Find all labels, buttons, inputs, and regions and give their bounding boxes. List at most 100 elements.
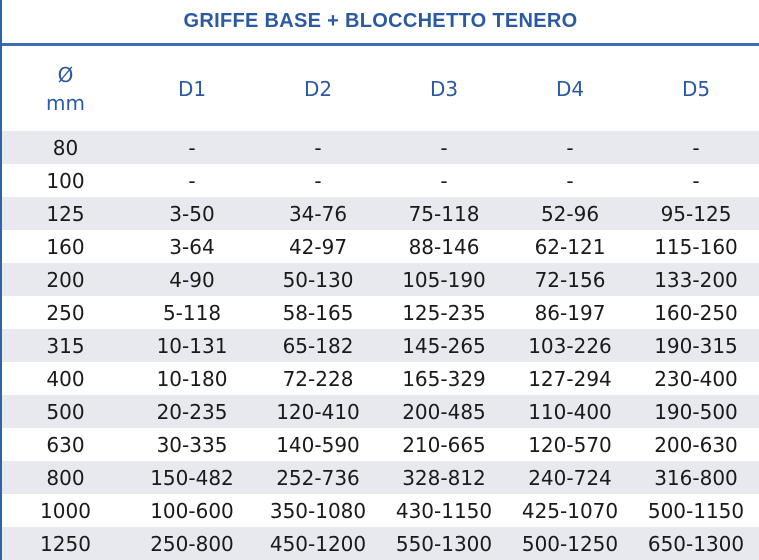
range-cell-d4: 72-156 <box>534 267 606 292</box>
range-cell-d4: 127-294 <box>528 366 612 391</box>
range-cell-d2: 58-165 <box>282 300 354 325</box>
range-cell-d4: - <box>566 168 574 193</box>
range-cell-d2: 120-410 <box>276 399 360 424</box>
header-row: Ø mm D1 D2 D3 D4 D5 <box>2 46 759 131</box>
header-d1: D1 <box>177 76 207 101</box>
range-cell-d3: 145-265 <box>402 333 486 358</box>
range-cell-d2: 34-76 <box>288 201 348 226</box>
range-cell-d4: 425-1070 <box>521 498 619 523</box>
diameter-cell: 80 <box>52 135 79 160</box>
diameter-cell: 630 <box>46 432 85 457</box>
header-diameter: Ø mm <box>2 46 129 131</box>
header-d5: D5 <box>681 76 711 101</box>
range-cell-d4: 103-226 <box>528 333 612 358</box>
range-cell-d4: 62-121 <box>534 234 606 259</box>
table-row: 315 10-131 65-182 145-265 103-226 190-315 <box>2 329 759 362</box>
range-cell-d5: 95-125 <box>660 201 732 226</box>
diameter-cell: 160 <box>46 234 85 259</box>
range-cell-d1: 250-800 <box>150 531 234 556</box>
range-cell-d5: - <box>692 168 700 193</box>
diameter-cell: 1250 <box>40 531 91 556</box>
table-row: 500 20-235 120-410 200-485 110-400 190-500 <box>2 395 759 428</box>
table-row: 1250 250-800 450-1200 550-1300 500-1250 650-1… <box>2 527 759 560</box>
table-row: 200 4-90 50-130 105-190 72-156 133-200 <box>2 263 759 296</box>
range-cell-d5: 160-250 <box>654 300 738 325</box>
range-cell-d4: 86-197 <box>534 300 606 325</box>
range-cell-d2: 350-1080 <box>269 498 367 523</box>
range-cell-d4: 110-400 <box>528 399 612 424</box>
range-cell-d5: - <box>692 135 700 160</box>
range-cell-d5: 200-630 <box>654 432 738 457</box>
diameter-cell: 800 <box>46 465 85 490</box>
range-cell-d2: 42-97 <box>288 234 348 259</box>
range-cell-d3: 88-146 <box>408 234 480 259</box>
range-cell-d2: 65-182 <box>282 333 354 358</box>
range-cell-d5: 316-800 <box>654 465 738 490</box>
diameter-cell: 500 <box>46 399 85 424</box>
range-cell-d4: 240-724 <box>528 465 612 490</box>
range-cell-d3: 200-485 <box>402 399 486 424</box>
range-cell-d1: 10-180 <box>156 366 228 391</box>
diameter-cell: 200 <box>46 267 85 292</box>
range-cell-d5: 133-200 <box>654 267 738 292</box>
header-d4: D4 <box>555 76 585 101</box>
range-cell-d1: 4-90 <box>169 267 215 292</box>
table-row: 250 5-118 58-165 125-235 86-197 160-250 <box>2 296 759 329</box>
range-cell-d3: 105-190 <box>402 267 486 292</box>
range-cell-d2: - <box>314 168 322 193</box>
range-cell-d2: 72-228 <box>282 366 354 391</box>
range-cell-d3: - <box>440 135 448 160</box>
diameter-cell: 100 <box>46 168 85 193</box>
range-cell-d3: 328-812 <box>402 465 486 490</box>
range-cell-d4: 500-1250 <box>521 531 619 556</box>
range-cell-d2: 450-1200 <box>269 531 367 556</box>
table-row: 800 150-482 252-736 328-812 240-724 316-800 <box>2 461 759 494</box>
range-cell-d3: 125-235 <box>402 300 486 325</box>
table-row: 125 3-50 34-76 75-118 52-96 95-125 <box>2 197 759 230</box>
range-cell-d5: 650-1300 <box>647 531 745 556</box>
diameter-cell: 250 <box>46 300 85 325</box>
diameter-symbol: Ø <box>57 62 74 87</box>
range-cell-d1: 10-131 <box>156 333 228 358</box>
range-cell-d5: 500-1150 <box>647 498 745 523</box>
range-cell-d3: 550-1300 <box>395 531 493 556</box>
header-d3: D3 <box>429 76 459 101</box>
range-cell-d4: 52-96 <box>540 201 600 226</box>
range-cell-d4: 120-570 <box>528 432 612 457</box>
range-cell-d3: 75-118 <box>408 201 480 226</box>
range-cell-d2: 252-736 <box>276 465 360 490</box>
table-row: 160 3-64 42-97 88-146 62-121 115-160 <box>2 230 759 263</box>
range-cell-d5: 230-400 <box>654 366 738 391</box>
range-cell-d1: 20-235 <box>156 399 228 424</box>
diameter-cell: 315 <box>46 333 85 358</box>
diameter-cell: 400 <box>46 366 85 391</box>
range-cell-d1: 100-600 <box>150 498 234 523</box>
table-row: 80 - - - - - <box>2 131 759 164</box>
range-cell-d1: 30-335 <box>156 432 228 457</box>
range-cell-d5: 190-500 <box>654 399 738 424</box>
header-d2: D2 <box>303 76 333 101</box>
range-cell-d2: 50-130 <box>282 267 354 292</box>
range-cell-d5: 115-160 <box>654 234 738 259</box>
range-cell-d2: 140-590 <box>276 432 360 457</box>
table-row: 400 10-180 72-228 165-329 127-294 230-400 <box>2 362 759 395</box>
table-body: 80 - - - - - 100 - - - - - 125 3-50 34-76 75-118 52-96 95… <box>2 131 759 560</box>
range-cell-d3: 430-1150 <box>395 498 493 523</box>
range-cell-d1: 3-50 <box>169 201 215 226</box>
range-cell-d4: - <box>566 135 574 160</box>
range-cell-d1: 150-482 <box>150 465 234 490</box>
diameter-cell: 1000 <box>40 498 91 523</box>
range-cell-d3: 165-329 <box>402 366 486 391</box>
table-row: 630 30-335 140-590 210-665 120-570 200-630 <box>2 428 759 461</box>
table-row: 100 - - - - - <box>2 164 759 197</box>
range-cell-d1: - <box>188 135 196 160</box>
diameter-unit: mm <box>46 90 85 115</box>
diameter-cell: 125 <box>46 201 85 226</box>
range-cell-d1: 5-118 <box>162 300 222 325</box>
range-cell-d3: - <box>440 168 448 193</box>
range-cell-d1: 3-64 <box>169 234 215 259</box>
range-cell-d1: - <box>188 168 196 193</box>
range-cell-d5: 190-315 <box>654 333 738 358</box>
range-cell-d3: 210-665 <box>402 432 486 457</box>
